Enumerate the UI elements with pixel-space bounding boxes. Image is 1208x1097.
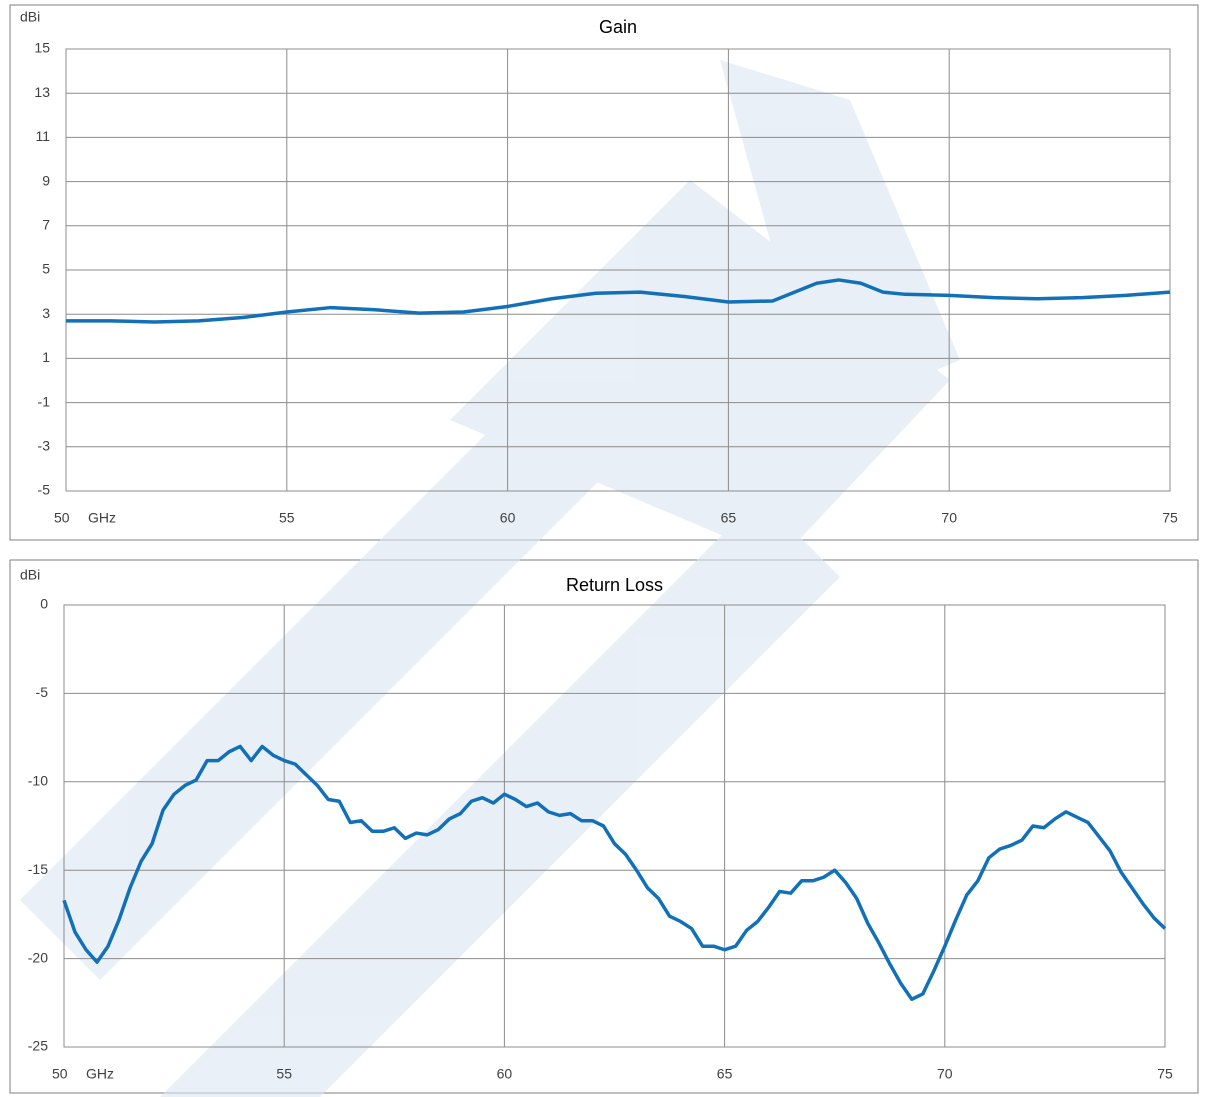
y-tick-label: 7 [42, 217, 50, 233]
plot-frame [65, 48, 1171, 492]
chart-title: Return Loss [566, 575, 663, 595]
x-tick-label: 50 [52, 1066, 68, 1082]
y-axis-label: dBi [20, 567, 40, 583]
y-tick-label: -3 [38, 438, 51, 454]
x-tick-label: 70 [937, 1066, 953, 1082]
x-tick-label: 55 [276, 1066, 292, 1082]
x-tick-label: 55 [279, 510, 295, 526]
y-tick-label: 5 [42, 261, 50, 277]
y-tick-label: -1 [38, 393, 51, 409]
y-tick-label: -5 [36, 684, 49, 700]
y-tick-label: -25 [28, 1038, 48, 1054]
plot-frame [63, 604, 1166, 1048]
y-axis-label: dBi [20, 9, 40, 25]
y-tick-label: -15 [28, 861, 48, 877]
y-tick-label: 13 [34, 84, 50, 100]
chart-title: Gain [599, 17, 637, 37]
y-tick-label: -10 [28, 773, 48, 789]
y-tick-label: 15 [34, 40, 50, 56]
x-axis-label: GHz [88, 510, 116, 526]
data-line [66, 278, 1171, 324]
y-tick-label: 9 [42, 172, 50, 188]
watermark-band [450, 180, 950, 560]
x-tick-label: 65 [721, 510, 737, 526]
x-tick-label: 70 [941, 510, 957, 526]
x-axis-label: GHz [86, 1066, 114, 1082]
y-tick-label: -20 [28, 949, 48, 965]
y-tick-label: 3 [42, 305, 50, 321]
y-tick-label: -5 [38, 482, 51, 498]
x-tick-label: 60 [497, 1066, 513, 1082]
y-tick-label: 11 [35, 128, 50, 144]
y-tick-label: 0 [40, 596, 48, 612]
x-tick-label: 60 [500, 510, 516, 526]
data-line [62, 744, 1167, 1002]
watermark-band [20, 400, 600, 980]
watermark-band [720, 60, 960, 420]
x-tick-label: 50 [54, 510, 70, 526]
x-tick-label: 75 [1162, 510, 1178, 526]
x-tick-label: 65 [717, 1066, 733, 1082]
background-layer [9, 4, 1199, 1094]
x-tick-label: 75 [1157, 1066, 1173, 1082]
y-tick-label: 1 [42, 349, 50, 365]
